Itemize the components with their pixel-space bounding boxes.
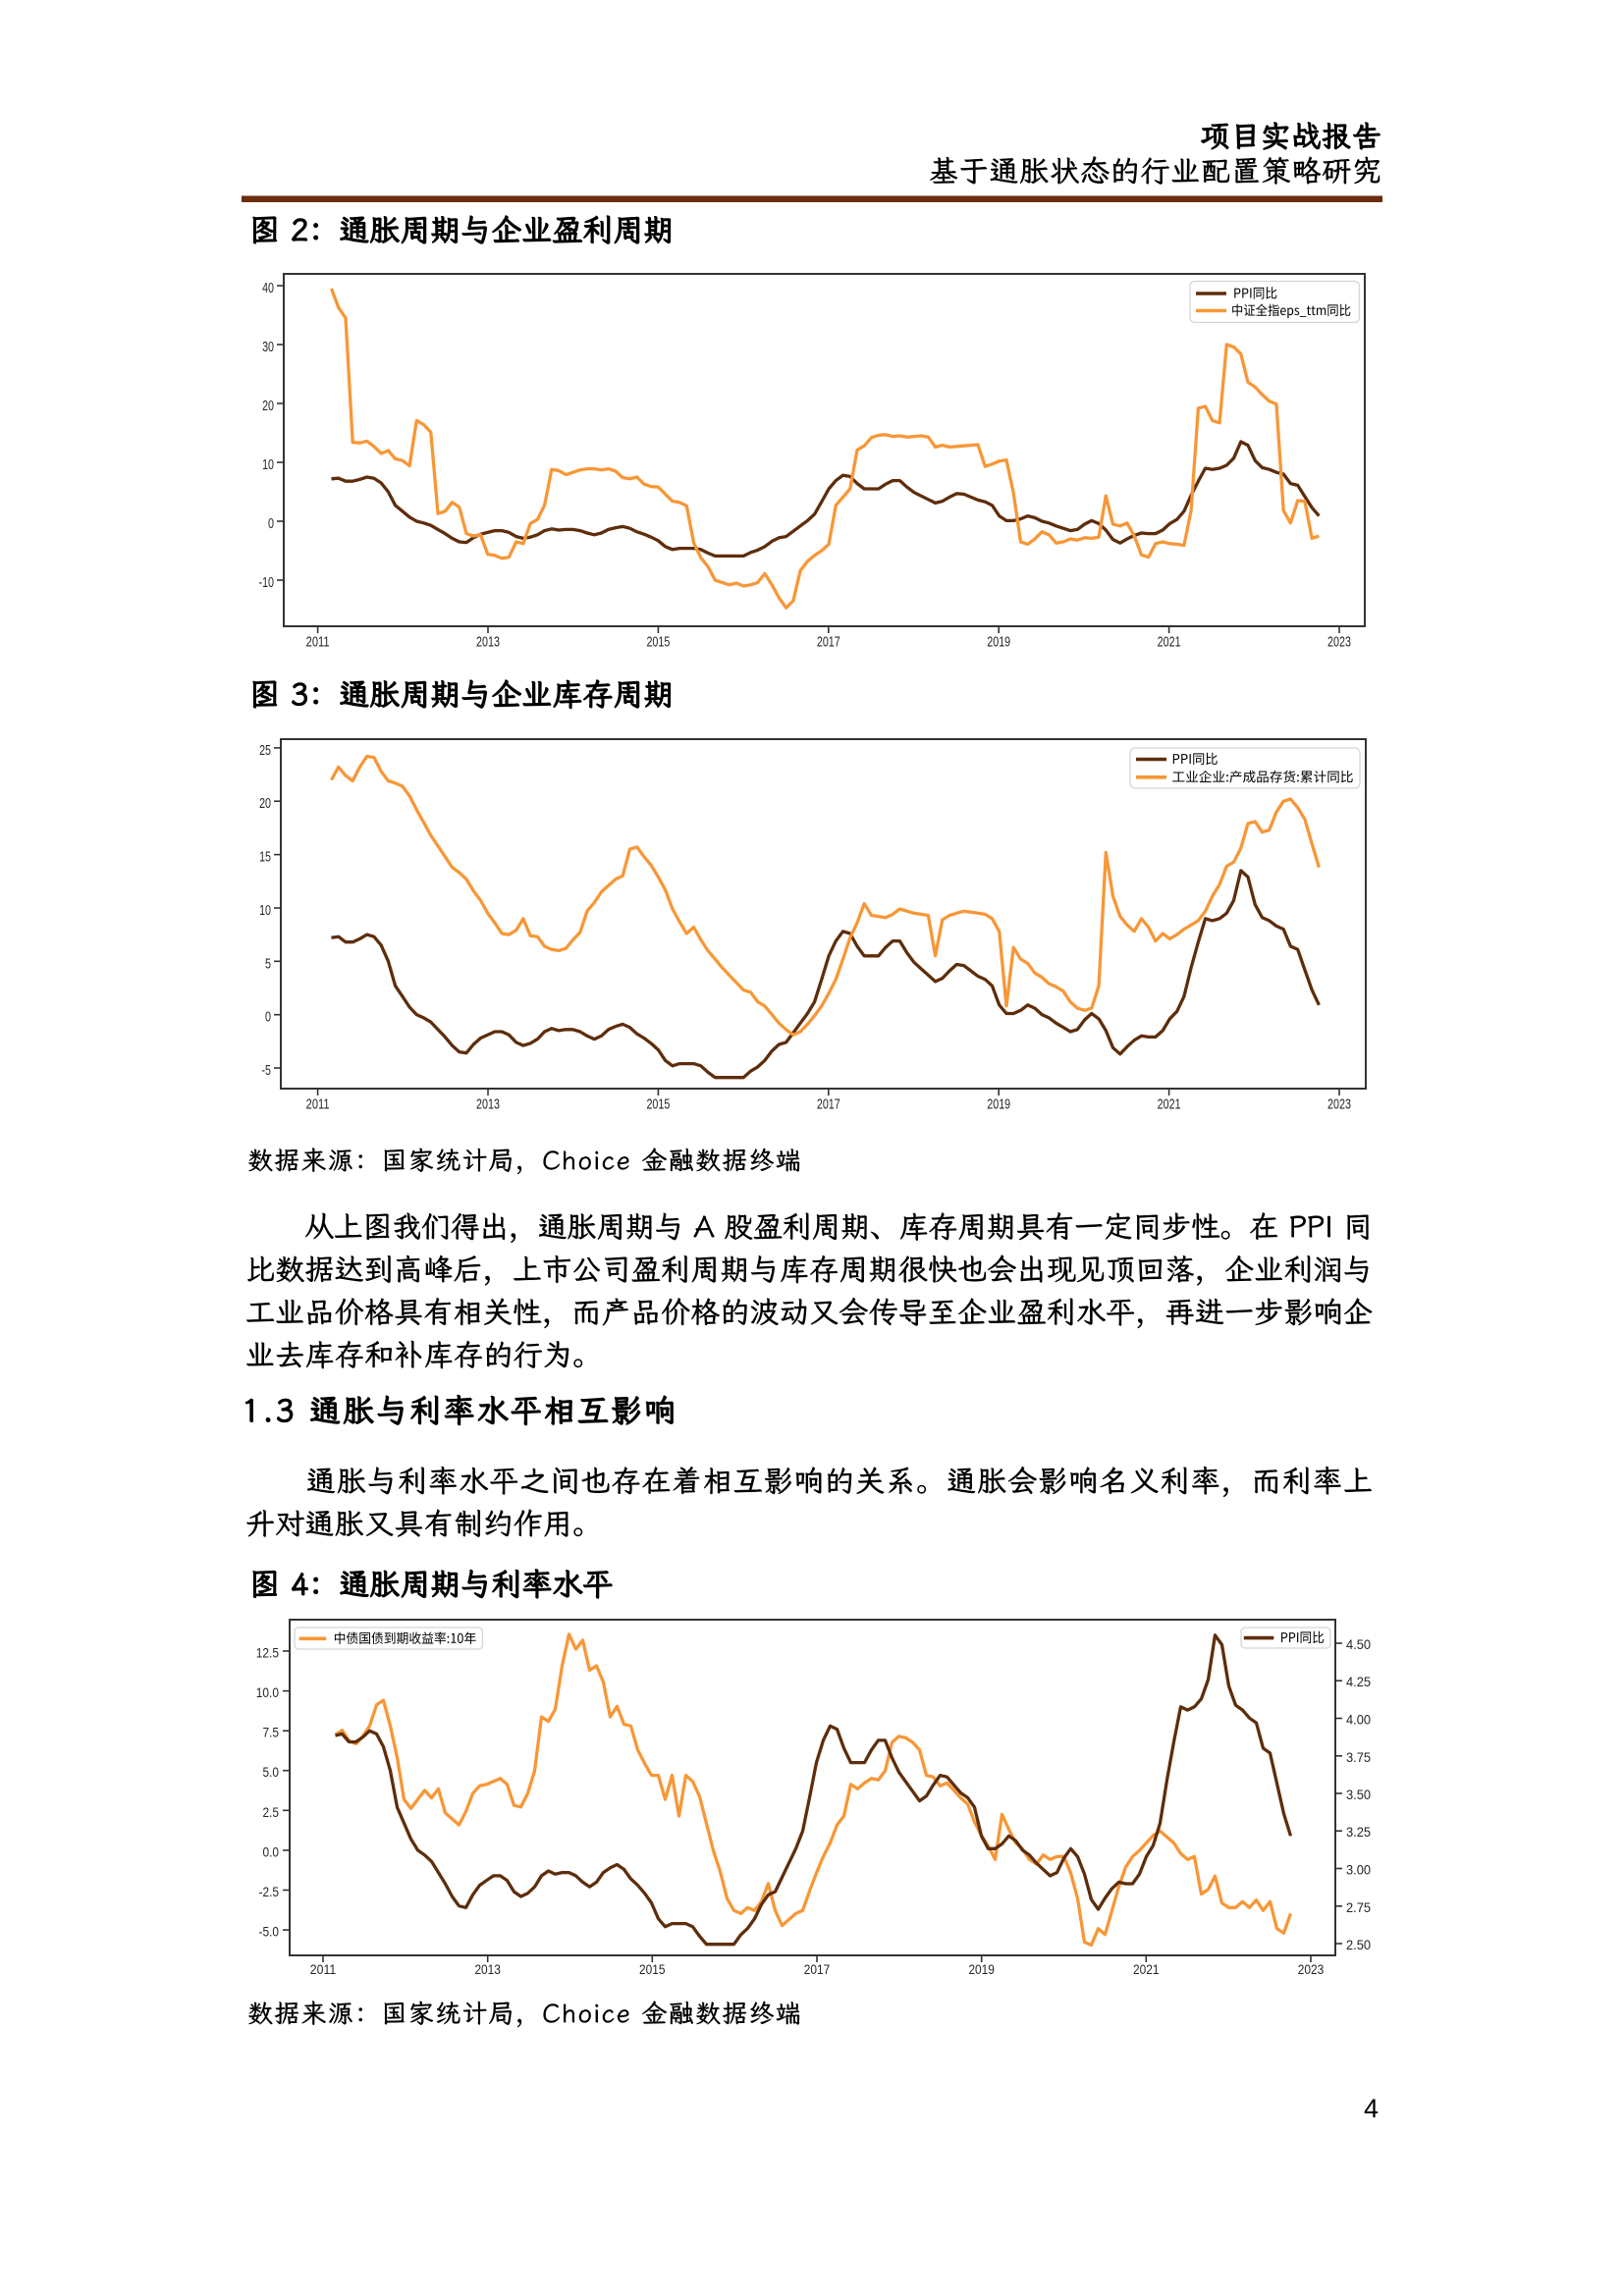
svg-text:25: 25: [259, 743, 271, 759]
svg-text:2013: 2013: [476, 1097, 500, 1113]
svg-text:2.5: 2.5: [263, 1804, 280, 1820]
svg-text:2.75: 2.75: [1346, 1899, 1371, 1915]
svg-text:2017: 2017: [817, 635, 840, 651]
svg-text:5: 5: [265, 956, 271, 972]
svg-text:12.5: 12.5: [256, 1645, 279, 1661]
svg-text:4.00: 4.00: [1346, 1712, 1371, 1728]
svg-text:15: 15: [259, 850, 271, 866]
svg-text:4: 4: [1364, 2094, 1379, 2123]
svg-text:2019: 2019: [987, 1097, 1010, 1113]
svg-text:40: 40: [262, 281, 274, 296]
svg-text:2013: 2013: [474, 1961, 501, 1977]
svg-text:2017: 2017: [817, 1097, 840, 1113]
svg-text:-10: -10: [259, 575, 275, 591]
svg-text:10: 10: [259, 903, 271, 919]
svg-text:2021: 2021: [1133, 1961, 1160, 1977]
svg-text:2015: 2015: [639, 1961, 666, 1977]
svg-text:2011: 2011: [310, 1961, 337, 1977]
svg-text:3.75: 3.75: [1346, 1749, 1371, 1765]
svg-text:2019: 2019: [968, 1961, 995, 1977]
svg-text:2015: 2015: [646, 635, 670, 651]
svg-text:2023: 2023: [1327, 1097, 1351, 1113]
svg-text:0: 0: [265, 1010, 271, 1026]
svg-text:2.50: 2.50: [1346, 1937, 1371, 1952]
svg-text:2017: 2017: [804, 1961, 831, 1977]
svg-text:20: 20: [259, 796, 271, 812]
svg-text:10.0: 10.0: [256, 1684, 279, 1700]
svg-text:20: 20: [262, 399, 274, 414]
svg-text:2021: 2021: [1158, 635, 1181, 651]
svg-text:5.0: 5.0: [263, 1764, 280, 1780]
svg-text:2011: 2011: [306, 635, 330, 651]
svg-text:3.25: 3.25: [1346, 1824, 1371, 1840]
svg-text:4.25: 4.25: [1346, 1674, 1371, 1689]
svg-text:2021: 2021: [1158, 1097, 1181, 1113]
svg-text:-5: -5: [262, 1063, 272, 1079]
svg-text:0.0: 0.0: [263, 1843, 280, 1859]
svg-text:0: 0: [268, 516, 274, 532]
svg-text:3.50: 3.50: [1346, 1787, 1371, 1802]
svg-text:10: 10: [262, 457, 274, 473]
svg-text:2019: 2019: [987, 635, 1010, 651]
svg-text:-2.5: -2.5: [259, 1884, 280, 1899]
svg-text:2011: 2011: [306, 1097, 330, 1113]
svg-text:4.50: 4.50: [1346, 1636, 1371, 1652]
svg-text:-5.0: -5.0: [259, 1924, 280, 1940]
svg-text:2015: 2015: [646, 1097, 670, 1113]
svg-text:30: 30: [262, 340, 274, 355]
svg-text:2023: 2023: [1327, 635, 1351, 651]
svg-text:2013: 2013: [476, 635, 500, 651]
svg-text:2023: 2023: [1298, 1961, 1325, 1977]
svg-text:7.5: 7.5: [263, 1725, 280, 1740]
svg-text:3.00: 3.00: [1346, 1862, 1371, 1878]
